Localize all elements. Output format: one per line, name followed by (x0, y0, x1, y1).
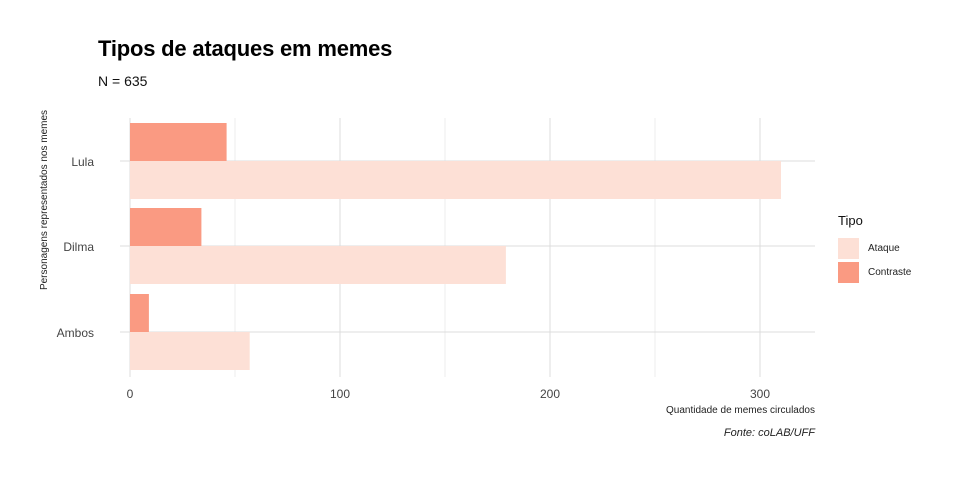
x-tick-label: 200 (540, 387, 560, 401)
x-tick-label: 0 (127, 387, 134, 401)
legend-item-contraste: Contraste (838, 260, 911, 284)
chart-caption: Fonte: coLAB/UFF (723, 427, 815, 439)
y-axis-title: Personagens representados nos memes (39, 110, 50, 290)
y-tick-label: Ambos (57, 326, 94, 340)
legend-label-contraste: Contraste (868, 266, 912, 278)
legend-item-ataque: Ataque (838, 236, 911, 260)
legend-label-ataque: Ataque (868, 242, 900, 254)
x-tick-label: 100 (330, 387, 350, 401)
y-tick-label: Dilma (63, 240, 94, 254)
chart-subtitle: N = 635 (98, 73, 148, 89)
legend-title: Tipo (838, 213, 863, 228)
bar-contraste-lula (130, 123, 227, 161)
x-tick-label: 300 (750, 387, 770, 401)
chart-title: Tipos de ataques em memes (98, 36, 393, 61)
bar-ataque-dilma (130, 246, 506, 284)
bar-ataque-lula (130, 161, 781, 199)
legend: Tipo Ataque Contraste (838, 213, 911, 284)
legend-swatch-ataque (838, 237, 859, 259)
legend-swatch-contraste (838, 261, 859, 283)
y-tick-label: Lula (71, 155, 94, 169)
bar-ataque-ambos (130, 332, 250, 370)
x-axis-title: Quantidade de memes circulados (666, 405, 815, 416)
bar-contraste-dilma (130, 208, 202, 246)
bar-contraste-ambos (130, 294, 149, 332)
